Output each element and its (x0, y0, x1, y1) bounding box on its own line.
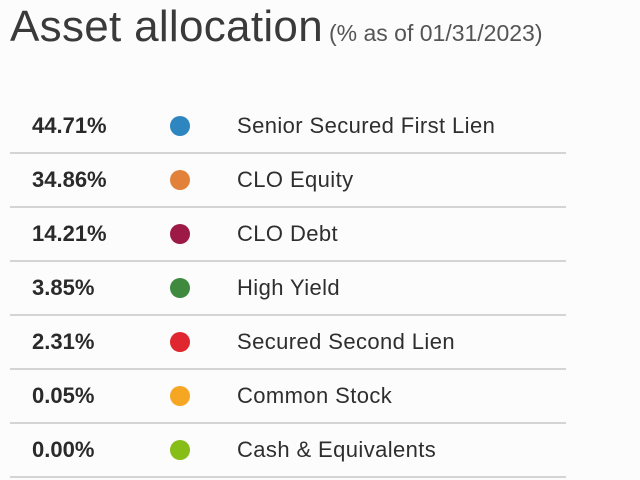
table-row: 2.31% Secured Second Lien (10, 316, 566, 370)
page-title: Asset allocation (10, 2, 323, 51)
allocation-percent: 3.85% (32, 275, 95, 300)
allocation-label: High Yield (237, 275, 341, 300)
allocation-table: 44.71% Senior Secured First Lien 34.86% … (10, 100, 566, 478)
table-row: 0.00% Cash & Equivalents (10, 424, 566, 478)
allocation-percent: 0.05% (32, 383, 95, 408)
heading: Asset allocation (% as of 01/31/2023) (10, 2, 543, 52)
maroon-dot-icon (170, 224, 190, 244)
allocation-percent: 0.00% (32, 437, 95, 462)
table-row: 14.21% CLO Debt (10, 208, 566, 262)
table-row: 3.85% High Yield (10, 262, 566, 316)
red-dot-icon (170, 332, 190, 352)
orange-dot-icon (170, 170, 190, 190)
allocation-percent: 44.71% (32, 113, 107, 138)
blue-dot-icon (170, 116, 190, 136)
allocation-label: CLO Debt (237, 221, 339, 246)
green-dot-icon (170, 278, 190, 298)
allocation-label: CLO Equity (237, 167, 354, 192)
allocation-label: Senior Secured First Lien (237, 113, 496, 138)
allocation-label: Common Stock (237, 383, 393, 408)
as-of-date: (% as of 01/31/2023) (328, 20, 543, 46)
table-row: 34.86% CLO Equity (10, 154, 566, 208)
lime-dot-icon (170, 440, 190, 460)
allocation-label: Cash & Equivalents (237, 437, 437, 462)
table-row: 44.71% Senior Secured First Lien (10, 100, 566, 154)
allocation-label: Secured Second Lien (237, 329, 455, 354)
allocation-percent: 34.86% (32, 167, 107, 192)
table-row: 0.05% Common Stock (10, 370, 566, 424)
amber-dot-icon (170, 386, 190, 406)
allocation-percent: 2.31% (32, 329, 95, 354)
allocation-percent: 14.21% (32, 221, 107, 246)
